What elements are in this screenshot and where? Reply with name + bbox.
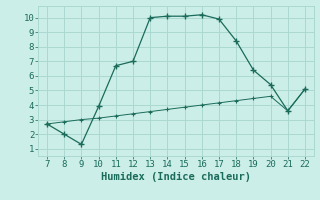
X-axis label: Humidex (Indice chaleur): Humidex (Indice chaleur)	[101, 172, 251, 182]
